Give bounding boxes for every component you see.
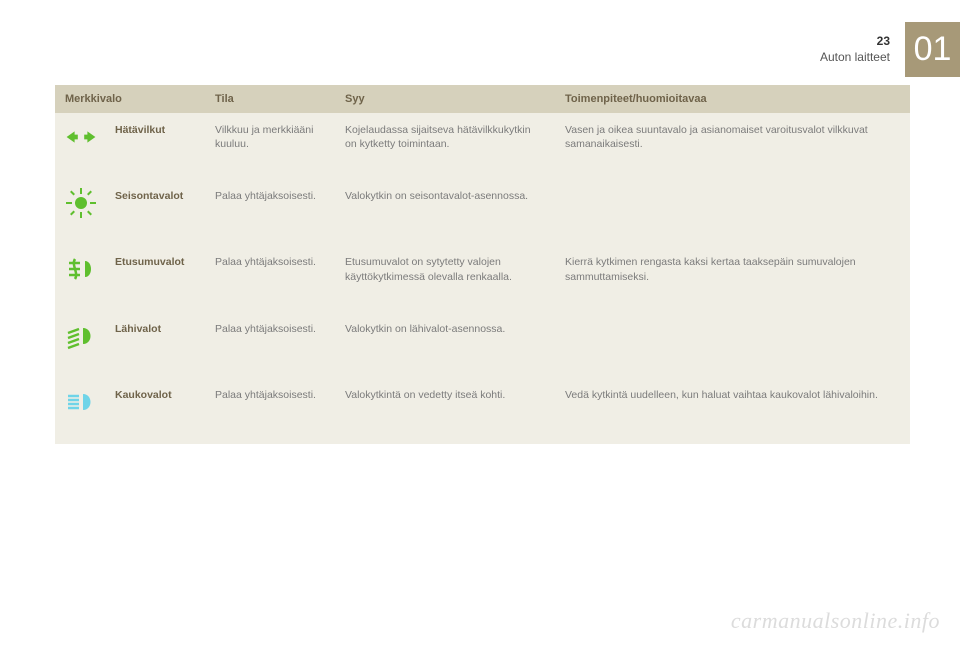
- chapter-tab: 01: [905, 22, 960, 77]
- front-fog-icon: [65, 253, 97, 285]
- row-action: [555, 179, 910, 245]
- icon-cell: [55, 113, 105, 179]
- chapter-number: 01: [914, 30, 952, 69]
- row-action: Kierrä kytkimen rengasta kaksi kertaa ta…: [555, 245, 910, 311]
- section-title: Auton laitteet: [820, 50, 890, 64]
- page-number: 23: [877, 34, 890, 48]
- icon-cell: [55, 245, 105, 311]
- table-row: Kaukovalot Palaa yhtäjaksoisesti. Valoky…: [55, 378, 910, 444]
- row-action: [555, 312, 910, 378]
- col-cause-header: Syy: [335, 85, 555, 113]
- watermark: carmanualsonline.info: [731, 608, 940, 634]
- icon-cell: [55, 378, 105, 444]
- low-beam-icon: [65, 320, 97, 352]
- row-name: Seisontavalot: [105, 179, 205, 245]
- row-name: Etusumuvalot: [105, 245, 205, 311]
- row-cause: Etusumuvalot on sytytetty valojen käyttö…: [335, 245, 555, 311]
- row-action: Vasen ja oikea suuntavalo ja asianomaise…: [555, 113, 910, 179]
- col-state-header: Tila: [205, 85, 335, 113]
- indicator-table: Merkkivalo Tila Syy Toimenpiteet/huomioi…: [55, 85, 910, 444]
- row-action: Vedä kytkintä uudelleen, kun haluat vaih…: [555, 378, 910, 444]
- row-cause: Valokytkin on lähivalot-asennossa.: [335, 312, 555, 378]
- table-row: Hätävilkut Vilkkuu ja merkkiääni kuuluu.…: [55, 113, 910, 179]
- row-name: Hätävilkut: [105, 113, 205, 179]
- parking-lights-icon: [65, 187, 97, 219]
- table-row: Seisontavalot Palaa yhtäjaksoisesti. Val…: [55, 179, 910, 245]
- table: Merkkivalo Tila Syy Toimenpiteet/huomioi…: [55, 85, 910, 444]
- row-name: Lähivalot: [105, 312, 205, 378]
- row-name: Kaukovalot: [105, 378, 205, 444]
- row-state: Vilkkuu ja merkkiääni kuuluu.: [205, 113, 335, 179]
- table-row: Etusumuvalot Palaa yhtäjaksoisesti. Etus…: [55, 245, 910, 311]
- row-state: Palaa yhtäjaksoisesti.: [205, 245, 335, 311]
- row-cause: Valokytkintä on vedetty itseä kohti.: [335, 378, 555, 444]
- hazard-icon: [65, 121, 97, 153]
- col-icon-header: Merkkivalo: [55, 85, 205, 113]
- page-header: 23 Auton laitteet 01: [0, 0, 960, 80]
- row-cause: Valokytkin on seisontavalot-asennossa.: [335, 179, 555, 245]
- icon-cell: [55, 312, 105, 378]
- col-action-header: Toimenpiteet/huomioitavaa: [555, 85, 910, 113]
- row-state: Palaa yhtäjaksoisesti.: [205, 378, 335, 444]
- row-cause: Kojelaudassa sijaitseva hätävilkkukytkin…: [335, 113, 555, 179]
- page: 23 Auton laitteet 01 Merkkivalo Tila Syy…: [0, 0, 960, 649]
- row-state: Palaa yhtäjaksoisesti.: [205, 179, 335, 245]
- table-row: Lähivalot Palaa yhtäjaksoisesti. Valokyt…: [55, 312, 910, 378]
- icon-cell: [55, 179, 105, 245]
- table-header-row: Merkkivalo Tila Syy Toimenpiteet/huomioi…: [55, 85, 910, 113]
- row-state: Palaa yhtäjaksoisesti.: [205, 312, 335, 378]
- high-beam-icon: [65, 386, 97, 418]
